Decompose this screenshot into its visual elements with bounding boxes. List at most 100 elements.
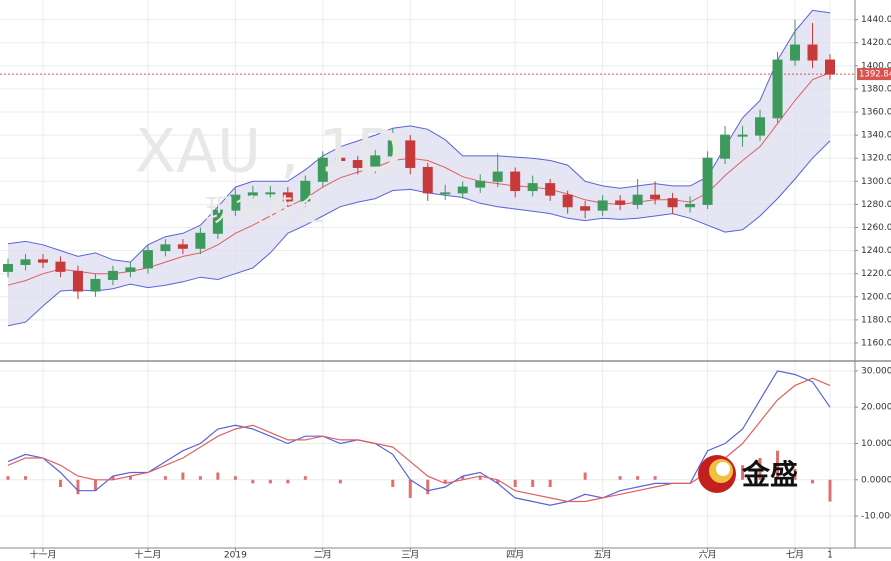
candle-body bbox=[825, 59, 835, 75]
histogram-bar bbox=[636, 476, 640, 480]
candle-body bbox=[510, 171, 521, 192]
histogram-bar bbox=[776, 450, 780, 480]
candle-body bbox=[405, 140, 416, 168]
histogram-bar bbox=[793, 468, 797, 480]
y-tick-label: 10.0000 bbox=[861, 439, 891, 449]
candle-body bbox=[632, 194, 643, 205]
last-price-label: 1392.84 bbox=[859, 70, 891, 80]
band-line bbox=[7, 72, 831, 286]
histogram-bar bbox=[6, 476, 10, 480]
candle-body bbox=[212, 209, 223, 234]
candle-body bbox=[160, 244, 171, 252]
candle-body bbox=[265, 192, 276, 195]
candle-body bbox=[142, 250, 153, 269]
y-tick-label: 30.0000 bbox=[861, 366, 891, 376]
watermark-symbol: XAU , 1D bbox=[135, 117, 403, 187]
y-tick-label: 1220.00 bbox=[861, 269, 891, 279]
candle-body bbox=[667, 198, 678, 208]
candle-body bbox=[545, 183, 556, 196]
histogram-bar bbox=[478, 476, 482, 480]
candle-body bbox=[562, 194, 573, 208]
histogram-bar bbox=[426, 479, 430, 495]
x-tick-label: 六月 bbox=[699, 549, 717, 561]
y-tick-label: 1240.00 bbox=[861, 246, 891, 256]
candle-body bbox=[650, 194, 661, 200]
candle-body bbox=[300, 180, 311, 202]
histogram-bar bbox=[303, 476, 307, 480]
y-tick-label: 1340.00 bbox=[861, 131, 891, 141]
histogram-bar bbox=[286, 479, 290, 484]
histogram-bar bbox=[653, 476, 657, 480]
candle-body bbox=[772, 59, 783, 119]
y-tick-label: 1180.00 bbox=[861, 315, 891, 325]
candle-body bbox=[247, 192, 258, 196]
logo-text: 金盛 bbox=[741, 458, 798, 491]
candle-body bbox=[195, 232, 206, 249]
histogram-bar bbox=[198, 476, 202, 480]
x-tick-label: 十一月 bbox=[29, 549, 56, 561]
candle-body bbox=[422, 166, 433, 194]
histogram-bar bbox=[23, 476, 27, 480]
candle-body bbox=[475, 180, 486, 188]
histogram-bar bbox=[741, 465, 745, 480]
x-tick-label: 五月 bbox=[594, 550, 612, 561]
candle-body bbox=[387, 140, 398, 157]
histogram-bar bbox=[216, 472, 220, 480]
candle-body bbox=[457, 186, 468, 194]
histogram-bar bbox=[618, 476, 622, 480]
histogram-bar bbox=[163, 476, 167, 480]
x-tick-label: 十二月 bbox=[134, 549, 161, 561]
histogram-bar bbox=[76, 479, 80, 495]
histogram-bar bbox=[408, 479, 412, 498]
histogram-bar bbox=[181, 472, 185, 480]
histogram-bar bbox=[58, 479, 62, 488]
histogram-bar bbox=[758, 457, 762, 480]
candle-body bbox=[755, 117, 766, 136]
y-tick-label: 1300.00 bbox=[861, 177, 891, 187]
candle-body bbox=[317, 157, 328, 182]
candle-body bbox=[230, 194, 241, 211]
histogram-bar bbox=[496, 479, 500, 484]
candle-body bbox=[335, 157, 346, 162]
histogram-bar bbox=[251, 479, 255, 484]
y-tick-label: 1280.00 bbox=[861, 200, 891, 210]
candle-body bbox=[597, 200, 608, 211]
histogram-bar bbox=[828, 479, 832, 502]
watermark-name: 现货黄金 bbox=[205, 194, 325, 229]
y-tick-label: 20.0000 bbox=[861, 403, 891, 413]
y-tick-label: -10.0000 bbox=[861, 512, 891, 522]
candle-body bbox=[20, 259, 31, 265]
candle-body bbox=[72, 270, 83, 292]
histogram-bar bbox=[548, 479, 552, 488]
band-line bbox=[7, 140, 831, 327]
candle-body bbox=[370, 155, 381, 168]
candle-body bbox=[580, 206, 591, 211]
candle-body bbox=[527, 183, 538, 192]
candle-body bbox=[3, 263, 13, 272]
y-tick-label: 1380.00 bbox=[861, 84, 891, 94]
histogram-bar bbox=[111, 476, 115, 480]
histogram-bar bbox=[583, 472, 587, 480]
y-tick-label: 1320.00 bbox=[861, 154, 891, 164]
histogram-bar bbox=[233, 476, 237, 480]
y-tick-label: 1420.00 bbox=[861, 38, 891, 48]
candle-body bbox=[282, 192, 293, 202]
candle-body bbox=[720, 134, 731, 159]
watermark: XAU , 1D 现货黄金 bbox=[135, 117, 403, 229]
last-price-box bbox=[857, 68, 891, 81]
x-tick-label: 四月 bbox=[506, 550, 524, 561]
histogram-bar bbox=[128, 476, 132, 480]
histogram-bar bbox=[268, 479, 272, 484]
x-tick-label: 三月 bbox=[401, 550, 419, 561]
histogram-bar bbox=[513, 479, 517, 488]
y-tick-label: 1440.00 bbox=[861, 15, 891, 25]
candle-body bbox=[790, 44, 801, 61]
candle-body bbox=[737, 134, 748, 137]
logo: 金盛 bbox=[698, 455, 798, 493]
candle-body bbox=[440, 192, 451, 195]
candle-body bbox=[685, 203, 696, 208]
candle-body bbox=[352, 160, 363, 168]
x-tick-label: 2019 bbox=[224, 551, 247, 561]
histogram-bar bbox=[811, 479, 815, 484]
